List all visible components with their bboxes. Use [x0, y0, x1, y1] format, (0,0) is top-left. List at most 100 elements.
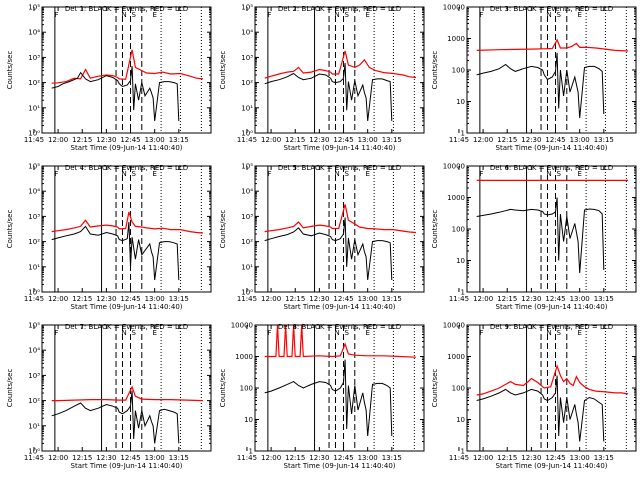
y-tick-label: 1000 [447, 194, 465, 202]
y-axis-label: Counts/sec [219, 210, 227, 249]
x-tick-label: 12:00 [473, 454, 493, 462]
y-axis-label: Counts/sec [6, 369, 14, 408]
chart-panel-9: 1 10 100 1000 10000 11:45 12:00 12:15 12:30 12:45… [431, 322, 637, 470]
event-marker-label: F [54, 11, 58, 19]
x-tick-label: 12:30 [309, 454, 329, 462]
event-marker-label: F [479, 329, 483, 337]
y-axis-label: Counts/sec [431, 210, 439, 249]
event-marker-label: N [334, 329, 339, 337]
event-marker-label: E [152, 170, 156, 178]
event-marker-label: N [121, 329, 126, 337]
y-axis-label: Counts/sec [219, 51, 227, 90]
event-marker-label: E [365, 11, 369, 19]
y-tick-label: 1000 [447, 35, 465, 43]
y-tick-label: 10¹ [28, 422, 40, 430]
x-tick-label: 12:15 [497, 295, 517, 303]
y-axis-label: Counts/sec [219, 369, 227, 408]
x-tick-label: 12:15 [72, 295, 92, 303]
x-axis-label: Start Time (09-Jun-14 11:40:40) [71, 462, 183, 470]
series-events-line [51, 221, 180, 281]
y-tick-label: 10000 [443, 4, 465, 12]
series-events-line [264, 62, 393, 122]
x-axis-label: Start Time (09-Jun-14 11:40:40) [496, 303, 608, 311]
y-tick-label: 10⁴ [28, 29, 40, 37]
x-axis-label: Start Time (09-Jun-14 11:40:40) [284, 462, 396, 470]
x-tick-label: 12:45 [545, 295, 565, 303]
y-tick-label: 10² [241, 238, 253, 246]
y-tick-label: 10³ [28, 213, 40, 221]
y-axis-label: Counts/sec [6, 51, 14, 90]
plot-frame [41, 6, 212, 134]
x-tick-label: 12:00 [48, 136, 68, 144]
event-marker-label: S [557, 170, 562, 178]
x-tick-label: 13:15 [382, 136, 402, 144]
series-lld-line [264, 325, 417, 358]
x-tick-label: 12:00 [261, 136, 281, 144]
event-marker-label: S [345, 170, 350, 178]
event-marker-label: E [152, 11, 156, 19]
x-tick-label: 13:15 [382, 454, 402, 462]
x-tick-label: 12:15 [285, 136, 305, 144]
chart-title: Det 2: BLACK = Events, RED = LLD [278, 5, 401, 13]
x-tick-label: 13:15 [169, 295, 189, 303]
y-tick-label: 10¹ [241, 263, 253, 271]
y-axis-label: Counts/sec [6, 210, 14, 249]
series-events-line [51, 66, 180, 122]
chart-title: Det 3: BLACK = Events, RED = LLD [490, 5, 613, 13]
y-tick-label: 100 [240, 385, 253, 393]
x-tick-label: 12:00 [48, 454, 68, 462]
series-lld-line [476, 364, 629, 396]
event-marker-label: F [479, 11, 483, 19]
event-marker-label: E [577, 170, 581, 178]
x-tick-label: 13:00 [145, 136, 165, 144]
y-tick-label: 10³ [241, 54, 253, 62]
chart-panel-4: 10⁰10¹10²10³10⁴10⁵11:4512:0012:1512:3012… [6, 163, 212, 311]
event-marker-label: F [267, 170, 271, 178]
y-tick-label: 1 [249, 448, 253, 456]
chart-panel-8: 1 10 100 1000 10000 11:45 12:00 12:15 12:30 12:45… [219, 322, 425, 470]
x-tick-label: 12:00 [261, 454, 281, 462]
x-tick-label: 11:45 [237, 454, 257, 462]
x-axis-label: Start Time (09-Jun-14 11:40:40) [71, 303, 183, 311]
y-tick-label: 10 [456, 416, 465, 424]
x-axis-label: Start Time (09-Jun-14 11:40:40) [496, 144, 608, 152]
series-group [51, 49, 204, 122]
x-tick-label: 11:45 [24, 136, 44, 144]
event-marker-label: N [334, 11, 339, 19]
x-tick-label: 12:30 [521, 295, 541, 303]
y-tick-label: 10³ [241, 213, 253, 221]
y-tick-label: 10000 [231, 322, 253, 330]
chart-title: Det 7: BLACK = Events, RED = LLD [65, 323, 188, 331]
event-marker-label: N [121, 170, 126, 178]
x-tick-label: 12:45 [333, 295, 353, 303]
x-tick-label: 12:15 [72, 136, 92, 144]
x-tick-label: 12:15 [285, 454, 305, 462]
series-group [264, 325, 417, 437]
event-marker-label: S [557, 329, 562, 337]
x-tick-label: 11:45 [237, 136, 257, 144]
x-tick-label: 13:15 [169, 454, 189, 462]
event-marker-label: F [54, 329, 58, 337]
y-tick-label: 10000 [443, 163, 465, 171]
event-marker-label: F [267, 11, 271, 19]
chart-title: Det 8: BLACK = Events, RED = LLD [278, 323, 401, 331]
y-tick-label: 10⁰ [28, 448, 40, 456]
y-tick-label: 10 [456, 98, 465, 106]
event-marker-label: S [345, 329, 350, 337]
y-tick-label: 10² [241, 79, 253, 87]
plot-frame [254, 6, 425, 134]
x-tick-label: 12:45 [545, 454, 565, 462]
event-marker-label: F [267, 329, 271, 337]
x-tick-label: 12:30 [309, 136, 329, 144]
y-tick-label: 1 [461, 130, 465, 138]
event-marker-label: N [546, 11, 551, 19]
x-tick-label: 13:15 [382, 295, 402, 303]
y-axis-label: Counts/sec [431, 369, 439, 408]
series-group [51, 385, 204, 444]
x-tick-label: 12:00 [48, 295, 68, 303]
x-tick-label: 13:15 [594, 454, 614, 462]
x-tick-label: 12:30 [96, 454, 116, 462]
x-axis-label: Start Time (09-Jun-14 11:40:40) [284, 303, 396, 311]
x-tick-label: 11:45 [449, 454, 469, 462]
